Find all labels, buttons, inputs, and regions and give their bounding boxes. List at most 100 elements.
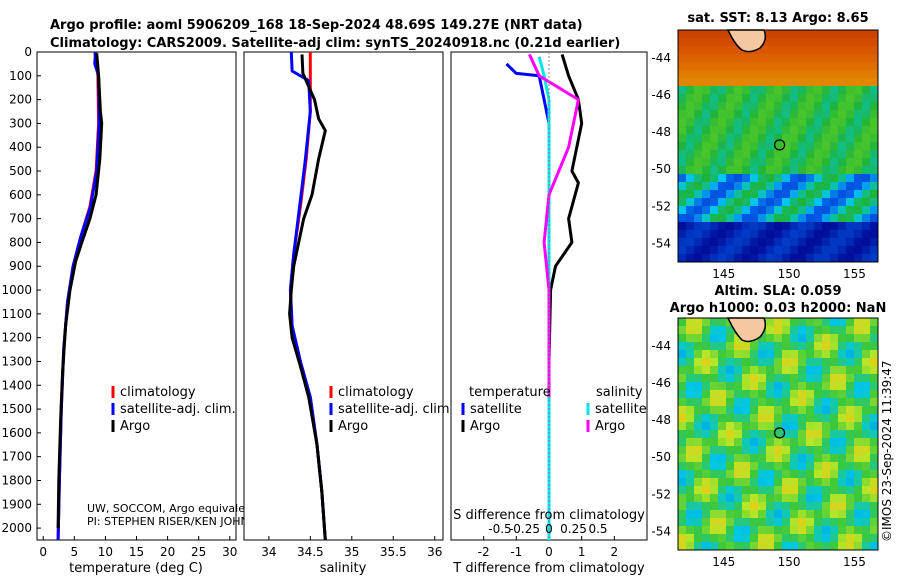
heatmap-cell: [838, 334, 847, 343]
heatmap-cell: [854, 62, 863, 71]
heatmap-cell: [782, 30, 791, 39]
heatmap-cell: [774, 454, 783, 463]
heatmap-cell: [822, 102, 831, 111]
heatmap-cell: [718, 358, 727, 367]
heatmap-cell: [798, 38, 807, 47]
heatmap-cell: [854, 462, 863, 471]
heatmap-cell: [822, 214, 831, 223]
sla-map-title: Altim. SLA: 0.059: [715, 284, 842, 299]
heatmap-cell: [742, 222, 751, 231]
heatmap-cell: [774, 126, 783, 135]
heatmap-cell: [870, 422, 879, 431]
heatmap-cell: [742, 438, 751, 447]
heatmap-cell: [854, 374, 863, 383]
heatmap-cell: [766, 222, 775, 231]
heatmap-cell: [822, 406, 831, 415]
heatmap-cell: [854, 446, 863, 455]
heatmap-cell: [726, 542, 735, 551]
heatmap-cell: [726, 190, 735, 199]
heatmap-cell: [702, 366, 711, 375]
heatmap-cell: [678, 342, 687, 351]
heatmap-cell: [806, 542, 815, 551]
heatmap-cell: [798, 342, 807, 351]
heatmap-cell: [790, 494, 799, 503]
heatmap-cell: [870, 190, 879, 199]
heatmap-cell: [814, 518, 823, 527]
heatmap-cell: [814, 406, 823, 415]
heatmap-cell: [838, 214, 847, 223]
legend-satellite-label: satellite-adj. clim.: [120, 402, 236, 417]
heatmap-cell: [742, 542, 751, 551]
heatmap-cell: [870, 350, 879, 359]
heatmap-cell: [822, 366, 831, 375]
heatmap-cell: [758, 350, 767, 359]
heatmap-cell: [694, 102, 703, 111]
heatmap-cell: [870, 510, 879, 519]
heatmap-cell: [862, 510, 871, 519]
heatmap-cell: [838, 542, 847, 551]
heatmap-cell: [854, 254, 863, 263]
heatmap-cell: [702, 54, 711, 63]
heatmap-cell: [734, 374, 743, 383]
sst-map: sat. SST: 8.13 Argo: 8.65 -44-46-48-50-5…: [651, 11, 879, 281]
title-line-1: Argo profile: aoml 5906209_168 18-Sep-20…: [50, 18, 583, 33]
heatmap-cell: [678, 174, 687, 183]
heatmap-cell: [854, 534, 863, 543]
heatmap-cell: [726, 150, 735, 159]
heatmap-cell: [830, 430, 839, 439]
heatmap-cell: [742, 454, 751, 463]
heatmap-cell: [710, 406, 719, 415]
heatmap-cell: [846, 454, 855, 463]
legend-t-argo-label: Argo: [470, 419, 500, 434]
heatmap-cell: [862, 102, 871, 111]
heatmap-cell: [734, 62, 743, 71]
heatmap-cell: [702, 158, 711, 167]
heatmap-cell: [750, 542, 759, 551]
heatmap-cell: [798, 206, 807, 215]
s-diff-tick-label: 0.5: [588, 522, 607, 536]
heatmap-cell: [758, 102, 767, 111]
heatmap-cell: [854, 54, 863, 63]
heatmap-cell: [782, 342, 791, 351]
heatmap-cell: [806, 478, 815, 487]
heatmap-cell: [862, 142, 871, 151]
heatmap-cell: [758, 526, 767, 535]
heatmap-cell: [702, 342, 711, 351]
heatmap-cell: [774, 502, 783, 511]
heatmap-cell: [718, 238, 727, 247]
heatmap-cell: [838, 494, 847, 503]
heatmap-cell: [814, 46, 823, 55]
depth-axis: 0100200300400500600700800900100011001200…: [1, 45, 455, 535]
heatmap-cell: [870, 342, 879, 351]
heatmap-cell: [822, 54, 831, 63]
sla-heatmap-cells: [678, 318, 879, 551]
heatmap-cell: [862, 86, 871, 95]
heatmap-cell: [838, 198, 847, 207]
heatmap-cell: [798, 462, 807, 471]
t-difference-xlabel: T difference from climatology: [452, 561, 645, 576]
heatmap-cell: [854, 134, 863, 143]
heatmap-cell: [798, 246, 807, 255]
difference-legend: temperature satellite Argo salinity sate…: [461, 385, 647, 434]
heatmap-cell: [830, 222, 839, 231]
heatmap-cell: [718, 102, 727, 111]
heatmap-cell: [702, 334, 711, 343]
heatmap-cell: [686, 150, 695, 159]
heatmap-cell: [686, 462, 695, 471]
heatmap-cell: [790, 430, 799, 439]
heatmap-cell: [790, 222, 799, 231]
heatmap-cell: [702, 174, 711, 183]
heatmap-cell: [798, 422, 807, 431]
heatmap-cell: [694, 134, 703, 143]
heatmap-cell: [862, 534, 871, 543]
heatmap-cell: [774, 318, 783, 327]
heatmap-cell: [678, 398, 687, 407]
heatmap-cell: [798, 318, 807, 327]
heatmap-cell: [846, 526, 855, 535]
heatmap-cell: [742, 158, 751, 167]
heatmap-cell: [822, 238, 831, 247]
heatmap-cell: [686, 78, 695, 87]
heatmap-cell: [798, 110, 807, 119]
heatmap-cell: [782, 62, 791, 71]
heatmap-cell: [734, 54, 743, 63]
